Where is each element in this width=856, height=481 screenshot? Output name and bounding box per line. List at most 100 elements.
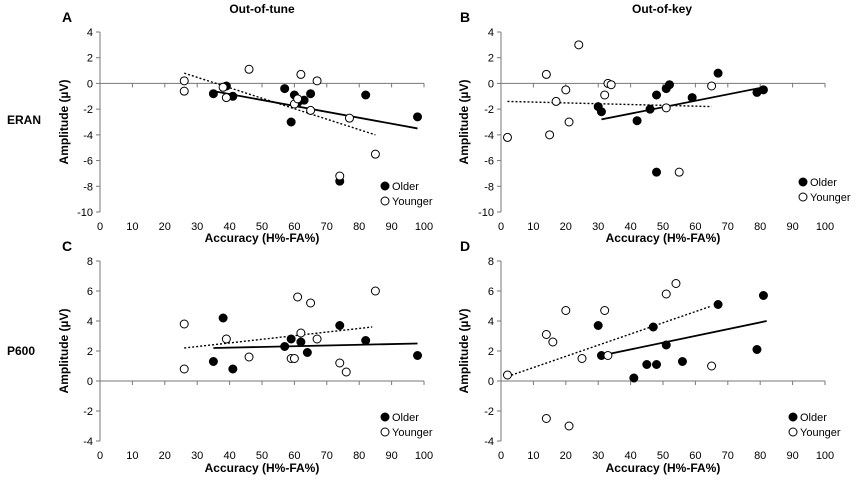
x-tick-label: 80 xyxy=(754,450,766,462)
data-point-younger xyxy=(541,414,551,423)
y-tick-label: 2 xyxy=(488,346,494,358)
y-axis-title: Amplitude (µV) xyxy=(57,309,71,394)
x-tick-label: 80 xyxy=(353,221,365,233)
x-tick-label: 70 xyxy=(321,450,333,462)
data-point-younger xyxy=(335,358,345,368)
x-tick-label: 50 xyxy=(657,450,669,462)
data-point-older xyxy=(687,93,697,103)
x-tick-label: 70 xyxy=(321,221,333,233)
x-tick-label: 60 xyxy=(288,450,300,462)
legend-marker-younger xyxy=(380,196,390,206)
data-point-older xyxy=(296,337,306,347)
y-tick-label: 4 xyxy=(87,27,93,39)
x-tick-label: 10 xyxy=(527,221,539,233)
legend-marker-older xyxy=(380,412,390,422)
data-point-younger xyxy=(289,354,299,363)
y-tick-label: 4 xyxy=(488,316,494,328)
y-tick-label: 0 xyxy=(87,376,93,388)
trendline-younger xyxy=(184,72,376,136)
data-point-younger xyxy=(577,354,587,363)
data-point-younger xyxy=(370,149,380,159)
data-point-younger xyxy=(561,85,571,95)
y-tick-label: -8 xyxy=(83,181,93,193)
data-point-younger xyxy=(674,167,684,177)
x-tick-label: 100 xyxy=(415,221,433,233)
legend-marker-older xyxy=(380,181,390,191)
y-tick-label: 0 xyxy=(87,78,93,90)
data-point-younger xyxy=(244,64,254,74)
x-tick-label: 40 xyxy=(223,450,235,462)
data-point-younger xyxy=(293,94,303,104)
x-tick-label: 80 xyxy=(353,450,365,462)
data-point-younger xyxy=(306,298,316,308)
data-point-older xyxy=(677,357,687,366)
x-tick-label: 20 xyxy=(560,221,572,233)
data-point-younger xyxy=(293,292,303,302)
legend-marker-younger xyxy=(798,192,808,202)
data-point-younger xyxy=(545,130,555,140)
data-point-younger xyxy=(502,132,512,142)
row-label-eran: ERAN xyxy=(7,113,41,127)
data-point-younger xyxy=(218,82,228,92)
data-point-younger xyxy=(179,319,189,329)
data-point-older xyxy=(228,364,238,374)
data-point-older xyxy=(596,107,606,117)
x-tick-label: 100 xyxy=(816,450,834,462)
y-tick-label: -10 xyxy=(77,207,93,219)
row-label-p600: P600 xyxy=(7,344,35,358)
y-tick-label: -2 xyxy=(484,104,494,116)
x-tick-label: 0 xyxy=(498,450,504,462)
y-axis-title: Amplitude (µV) xyxy=(457,80,471,165)
data-point-younger xyxy=(370,286,380,296)
data-point-younger xyxy=(564,117,574,127)
data-point-older xyxy=(335,321,345,330)
x-tick-label: 0 xyxy=(97,221,103,233)
x-tick-label: 100 xyxy=(816,221,834,233)
x-tick-label: 70 xyxy=(722,221,734,233)
legend-label-older: Older xyxy=(392,181,419,193)
x-tick-label: 20 xyxy=(560,450,572,462)
data-point-older xyxy=(208,89,218,99)
data-point-younger xyxy=(179,86,189,96)
x-tick-label: 90 xyxy=(786,221,798,233)
legend-label-younger: Younger xyxy=(800,427,841,439)
data-point-older xyxy=(713,68,723,78)
legend-label-younger: Younger xyxy=(392,427,433,439)
x-tick-label: 10 xyxy=(126,450,138,462)
data-point-older xyxy=(286,334,296,344)
data-point-younger xyxy=(179,364,189,374)
data-point-older xyxy=(648,322,658,332)
x-axis-title: Accuracy (H%-FA%) xyxy=(606,461,721,475)
legend-marker-older xyxy=(788,412,798,422)
y-tick-label: -6 xyxy=(484,156,494,168)
data-point-older xyxy=(652,360,662,369)
data-point-younger xyxy=(179,76,189,86)
data-point-older xyxy=(286,117,296,127)
y-tick-label: -2 xyxy=(83,104,93,116)
trendline-younger xyxy=(507,305,712,378)
trendline-younger xyxy=(184,326,373,349)
y-tick-label: 8 xyxy=(87,256,93,268)
data-point-younger xyxy=(707,81,717,91)
data-point-younger xyxy=(221,93,231,103)
data-point-younger xyxy=(600,90,610,100)
x-tick-label: 20 xyxy=(159,221,171,233)
x-axis-title: Accuracy (H%-FA%) xyxy=(205,231,320,245)
y-tick-label: 4 xyxy=(488,27,494,39)
x-tick-label: 40 xyxy=(223,221,235,233)
x-tick-label: 90 xyxy=(385,450,397,462)
data-point-younger xyxy=(600,306,610,315)
y-tick-label: -4 xyxy=(83,130,93,142)
x-tick-label: 90 xyxy=(385,221,397,233)
x-tick-label: 50 xyxy=(657,221,669,233)
trendline-older xyxy=(601,320,767,357)
data-point-younger xyxy=(244,352,254,362)
y-tick-label: -8 xyxy=(484,181,494,193)
x-tick-label: 60 xyxy=(288,221,300,233)
x-tick-label: 30 xyxy=(592,221,604,233)
x-tick-label: 60 xyxy=(689,221,701,233)
data-point-older xyxy=(218,313,228,323)
legend-marker-younger xyxy=(380,427,390,437)
